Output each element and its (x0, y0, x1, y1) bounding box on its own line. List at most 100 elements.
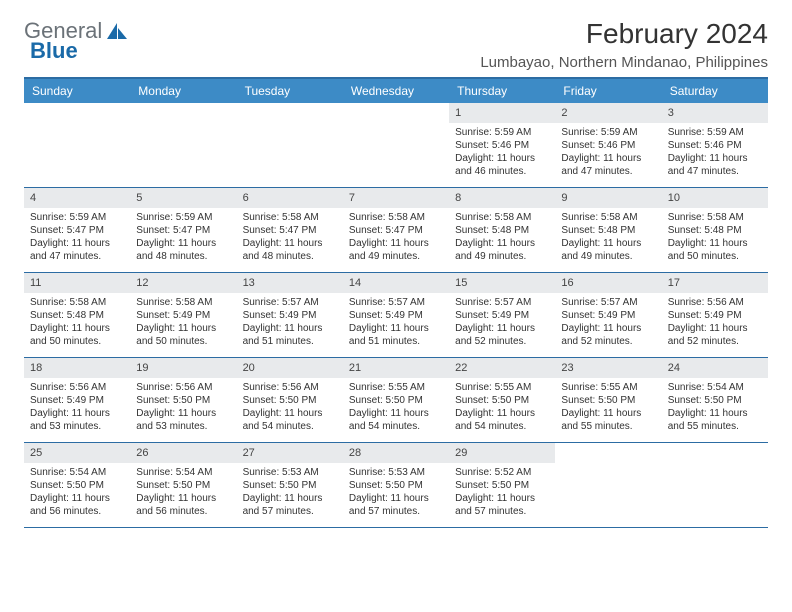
day-cell: 10Sunrise: 5:58 AMSunset: 5:48 PMDayligh… (662, 188, 768, 272)
week-row: 11Sunrise: 5:58 AMSunset: 5:48 PMDayligh… (24, 273, 768, 358)
detail-line: Sunrise: 5:59 AM (668, 126, 762, 139)
detail-line: Daylight: 11 hours and 47 minutes. (30, 237, 124, 263)
detail-line: Sunrise: 5:59 AM (561, 126, 655, 139)
date-number: 5 (130, 188, 236, 208)
day-cell: 27Sunrise: 5:53 AMSunset: 5:50 PMDayligh… (237, 443, 343, 527)
date-number: 1 (449, 103, 555, 123)
detail-line: Sunset: 5:49 PM (243, 309, 337, 322)
day-cell (24, 103, 130, 187)
day-header-wed: Wednesday (343, 79, 449, 103)
day-details: Sunrise: 5:52 AMSunset: 5:50 PMDaylight:… (449, 463, 555, 522)
logo-sail-icon (106, 22, 128, 40)
week-row: 4Sunrise: 5:59 AMSunset: 5:47 PMDaylight… (24, 188, 768, 273)
day-cell: 26Sunrise: 5:54 AMSunset: 5:50 PMDayligh… (130, 443, 236, 527)
detail-line: Sunset: 5:46 PM (668, 139, 762, 152)
day-details: Sunrise: 5:56 AMSunset: 5:49 PMDaylight:… (662, 293, 768, 352)
detail-line: Sunset: 5:48 PM (561, 224, 655, 237)
detail-line: Daylight: 11 hours and 51 minutes. (349, 322, 443, 348)
detail-line: Sunset: 5:50 PM (30, 479, 124, 492)
detail-line: Daylight: 11 hours and 56 minutes. (136, 492, 230, 518)
day-cell: 17Sunrise: 5:56 AMSunset: 5:49 PMDayligh… (662, 273, 768, 357)
date-number: 9 (555, 188, 661, 208)
day-details: Sunrise: 5:56 AMSunset: 5:50 PMDaylight:… (130, 378, 236, 437)
week-row: 1Sunrise: 5:59 AMSunset: 5:46 PMDaylight… (24, 103, 768, 188)
day-cell (237, 103, 343, 187)
detail-line: Daylight: 11 hours and 47 minutes. (561, 152, 655, 178)
detail-line: Sunset: 5:49 PM (349, 309, 443, 322)
detail-line: Sunrise: 5:54 AM (668, 381, 762, 394)
detail-line: Daylight: 11 hours and 50 minutes. (668, 237, 762, 263)
detail-line: Sunset: 5:46 PM (561, 139, 655, 152)
detail-line: Sunset: 5:50 PM (136, 394, 230, 407)
detail-line: Sunset: 5:50 PM (349, 479, 443, 492)
date-number: 24 (662, 358, 768, 378)
detail-line: Daylight: 11 hours and 48 minutes. (243, 237, 337, 263)
detail-line: Daylight: 11 hours and 54 minutes. (243, 407, 337, 433)
date-number: 25 (24, 443, 130, 463)
detail-line: Sunset: 5:50 PM (561, 394, 655, 407)
detail-line: Sunrise: 5:58 AM (30, 296, 124, 309)
detail-line: Daylight: 11 hours and 55 minutes. (561, 407, 655, 433)
detail-line: Sunset: 5:47 PM (30, 224, 124, 237)
detail-line: Sunrise: 5:54 AM (30, 466, 124, 479)
day-details: Sunrise: 5:54 AMSunset: 5:50 PMDaylight:… (662, 378, 768, 437)
date-number: 16 (555, 273, 661, 293)
date-number: 11 (24, 273, 130, 293)
date-number: 14 (343, 273, 449, 293)
date-number (130, 103, 236, 109)
detail-line: Sunset: 5:49 PM (136, 309, 230, 322)
date-number: 19 (130, 358, 236, 378)
day-details: Sunrise: 5:55 AMSunset: 5:50 PMDaylight:… (343, 378, 449, 437)
day-cell: 4Sunrise: 5:59 AMSunset: 5:47 PMDaylight… (24, 188, 130, 272)
day-cell: 24Sunrise: 5:54 AMSunset: 5:50 PMDayligh… (662, 358, 768, 442)
day-header-thu: Thursday (449, 79, 555, 103)
weeks-container: 1Sunrise: 5:59 AMSunset: 5:46 PMDaylight… (24, 103, 768, 528)
detail-line: Sunset: 5:50 PM (243, 394, 337, 407)
detail-line: Sunset: 5:50 PM (349, 394, 443, 407)
logo-line2: Blue (30, 38, 78, 64)
detail-line: Sunrise: 5:57 AM (243, 296, 337, 309)
day-details: Sunrise: 5:58 AMSunset: 5:48 PMDaylight:… (449, 208, 555, 267)
detail-line: Sunrise: 5:59 AM (30, 211, 124, 224)
day-details: Sunrise: 5:56 AMSunset: 5:50 PMDaylight:… (237, 378, 343, 437)
detail-line: Daylight: 11 hours and 48 minutes. (136, 237, 230, 263)
date-number: 12 (130, 273, 236, 293)
date-number: 15 (449, 273, 555, 293)
detail-line: Sunrise: 5:57 AM (455, 296, 549, 309)
day-details: Sunrise: 5:57 AMSunset: 5:49 PMDaylight:… (555, 293, 661, 352)
date-number: 18 (24, 358, 130, 378)
calendar-page: General February 2024 Lumbayao, Northern… (0, 0, 792, 612)
detail-line: Sunrise: 5:56 AM (243, 381, 337, 394)
day-cell: 1Sunrise: 5:59 AMSunset: 5:46 PMDaylight… (449, 103, 555, 187)
day-details: Sunrise: 5:54 AMSunset: 5:50 PMDaylight:… (24, 463, 130, 522)
detail-line: Sunset: 5:48 PM (455, 224, 549, 237)
date-number (24, 103, 130, 109)
detail-line: Daylight: 11 hours and 50 minutes. (136, 322, 230, 348)
day-header-sat: Saturday (662, 79, 768, 103)
day-cell: 20Sunrise: 5:56 AMSunset: 5:50 PMDayligh… (237, 358, 343, 442)
detail-line: Sunrise: 5:55 AM (349, 381, 443, 394)
date-number (343, 103, 449, 109)
day-cell: 28Sunrise: 5:53 AMSunset: 5:50 PMDayligh… (343, 443, 449, 527)
location-text: Lumbayao, Northern Mindanao, Philippines (480, 54, 768, 71)
detail-line: Daylight: 11 hours and 52 minutes. (561, 322, 655, 348)
detail-line: Sunrise: 5:58 AM (136, 296, 230, 309)
detail-line: Sunset: 5:48 PM (668, 224, 762, 237)
day-cell: 14Sunrise: 5:57 AMSunset: 5:49 PMDayligh… (343, 273, 449, 357)
detail-line: Daylight: 11 hours and 55 minutes. (668, 407, 762, 433)
detail-line: Sunset: 5:50 PM (455, 394, 549, 407)
detail-line: Sunset: 5:47 PM (243, 224, 337, 237)
detail-line: Sunrise: 5:59 AM (136, 211, 230, 224)
day-cell (555, 443, 661, 527)
day-details: Sunrise: 5:58 AMSunset: 5:47 PMDaylight:… (343, 208, 449, 267)
detail-line: Sunset: 5:50 PM (136, 479, 230, 492)
day-cell (343, 103, 449, 187)
detail-line: Sunrise: 5:58 AM (455, 211, 549, 224)
detail-line: Sunrise: 5:56 AM (136, 381, 230, 394)
day-cell: 6Sunrise: 5:58 AMSunset: 5:47 PMDaylight… (237, 188, 343, 272)
day-details: Sunrise: 5:58 AMSunset: 5:48 PMDaylight:… (662, 208, 768, 267)
day-details: Sunrise: 5:58 AMSunset: 5:47 PMDaylight:… (237, 208, 343, 267)
day-header-mon: Monday (130, 79, 236, 103)
day-details: Sunrise: 5:59 AMSunset: 5:46 PMDaylight:… (449, 123, 555, 182)
day-cell: 9Sunrise: 5:58 AMSunset: 5:48 PMDaylight… (555, 188, 661, 272)
